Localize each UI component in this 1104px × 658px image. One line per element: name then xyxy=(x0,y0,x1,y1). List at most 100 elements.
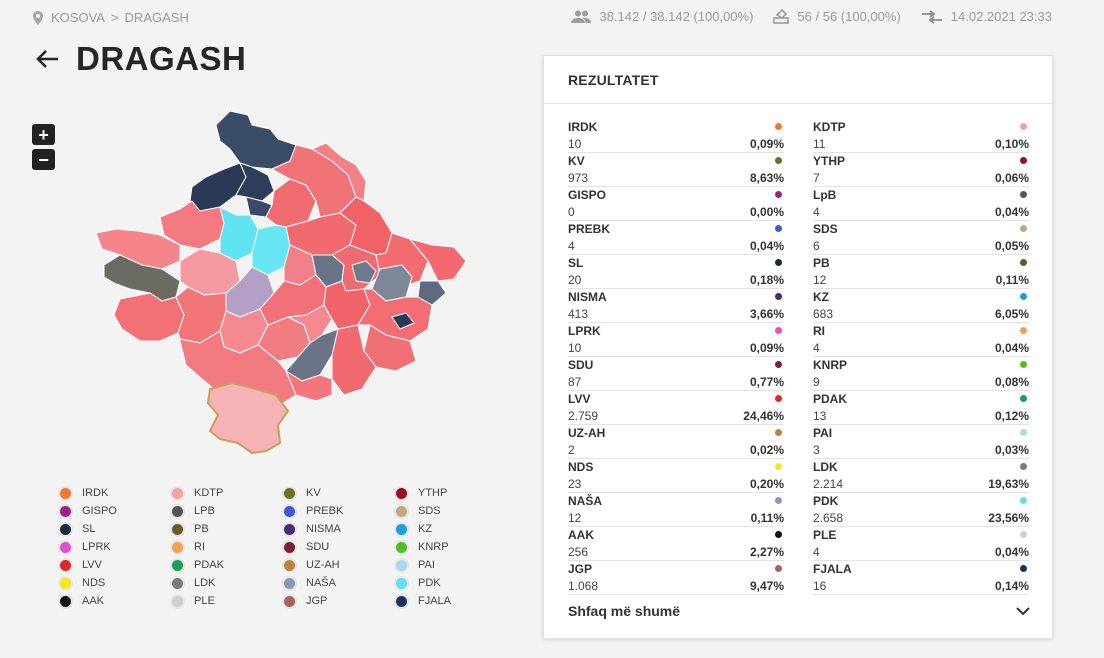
updated-stat: 14.02.2021 23:33 xyxy=(921,9,1052,24)
party-result-row: LVV 2.759 24,46% xyxy=(568,391,784,425)
legend-label: SDS xyxy=(418,505,441,517)
legend-item: UZ-AH xyxy=(284,556,396,574)
legend-color-dot xyxy=(172,541,183,553)
legend-label: FJALA xyxy=(418,595,452,607)
legend-label: KNRP xyxy=(418,541,449,553)
show-more-button[interactable]: Shfaq më shumë xyxy=(568,600,1030,622)
sync-arrows-icon xyxy=(921,9,942,24)
party-color-dot xyxy=(1020,327,1027,334)
kosovo-municipality-map[interactable] xyxy=(80,105,480,465)
map-region-shtime[interactable] xyxy=(287,304,333,344)
map-region-kacanik[interactable] xyxy=(331,324,377,396)
map-region-dragash[interactable] xyxy=(207,382,289,454)
legend-label: KV xyxy=(306,487,321,499)
party-votes: 1.068 xyxy=(568,579,599,593)
party-name: YTHP xyxy=(813,154,846,168)
party-result-row: SDU 87 0,77% xyxy=(568,357,784,391)
party-percentage: 9,47% xyxy=(749,579,784,593)
map-region-elez-han[interactable] xyxy=(285,370,333,402)
ballot-box-icon xyxy=(773,9,790,24)
back-button[interactable] xyxy=(32,44,62,74)
legend-item: PAI xyxy=(396,556,508,574)
map-region-kllokot[interactable] xyxy=(417,280,447,306)
party-result-row: IRDK 10 0,09% xyxy=(568,119,784,153)
party-name: SL xyxy=(568,256,584,270)
legend-color-dot xyxy=(396,505,407,517)
party-color-dot xyxy=(775,497,782,504)
party-name: LVV xyxy=(568,392,591,406)
map-region-drenas[interactable] xyxy=(219,206,259,262)
legend-item: KNRP xyxy=(396,538,508,556)
party-name: NAŠA xyxy=(568,494,603,508)
legend-label: PLE xyxy=(194,595,215,607)
party-percentage: 6,05% xyxy=(994,307,1029,321)
party-name: JGP xyxy=(568,562,593,576)
legend-label: LPB xyxy=(194,505,215,517)
party-name: KNRP xyxy=(813,358,848,372)
legend-item: SDS xyxy=(396,502,508,520)
legend-color-dot xyxy=(60,577,71,589)
party-name: LDK xyxy=(813,460,838,474)
map-region-novoberde-enclave[interactable] xyxy=(351,260,377,284)
legend-item: PREBK xyxy=(284,502,396,520)
location-pin-icon xyxy=(33,10,43,25)
legend-color-dot xyxy=(172,505,183,517)
legend-label: UZ-AH xyxy=(306,559,340,571)
map-region-east-tail[interactable] xyxy=(409,238,467,282)
party-result-row: LpB 4 0,04% xyxy=(813,187,1029,221)
party-percentage: 0,06% xyxy=(994,171,1029,185)
party-votes: 683 xyxy=(813,307,834,321)
party-result-row: PAI 3 0,03% xyxy=(813,425,1029,459)
map-region-prizren[interactable] xyxy=(177,330,297,406)
party-color-dot xyxy=(775,361,782,368)
party-votes: 973 xyxy=(568,171,589,185)
party-votes: 11 xyxy=(813,137,826,151)
party-color-dot xyxy=(1020,191,1027,198)
party-name: PDK xyxy=(813,494,839,508)
party-percentage: 0,04% xyxy=(994,205,1029,219)
party-percentage: 0,18% xyxy=(749,273,784,287)
legend-color-dot xyxy=(60,595,71,607)
legend-item: PDK xyxy=(396,574,508,592)
party-name: NISMA xyxy=(568,290,607,304)
party-color-dot xyxy=(775,565,782,572)
party-name: IRDK xyxy=(568,120,598,134)
party-percentage: 0,11% xyxy=(750,511,784,525)
map-region-partesh[interactable] xyxy=(391,312,415,330)
party-color-dot xyxy=(1020,259,1027,266)
legend-color-dot xyxy=(60,559,71,571)
legend-color-dot xyxy=(60,541,71,553)
party-name: AAK xyxy=(568,528,594,542)
party-color-dot xyxy=(1020,531,1027,538)
party-color-dot xyxy=(775,191,782,198)
map-region-zubin-potok[interactable] xyxy=(189,162,247,212)
legend-label: SDU xyxy=(306,541,330,553)
top-bar: KOSOVA > DRAGASH 38.142 / 38.142 (100,00… xyxy=(0,0,1104,34)
map-region-podujeva-east[interactable] xyxy=(311,142,367,202)
party-votes: 7 xyxy=(813,171,820,185)
party-result-row: NISMA 413 3,66% xyxy=(568,289,784,323)
results-title: REZULTATET xyxy=(544,56,1052,104)
party-percentage: 0,03% xyxy=(994,443,1029,457)
party-percentage: 3,66% xyxy=(749,307,784,321)
party-color-dot xyxy=(1020,157,1027,164)
party-percentage: 0,00% xyxy=(749,205,784,219)
map-region-leposaviq[interactable] xyxy=(215,110,297,170)
breadcrumb-root[interactable]: KOSOVA xyxy=(51,10,105,25)
legend-item: GISPO xyxy=(60,502,172,520)
legend-label: PAI xyxy=(418,559,435,571)
party-color-dot xyxy=(1020,463,1027,470)
party-percentage: 19,63% xyxy=(988,477,1029,491)
legend-color-dot xyxy=(284,541,295,553)
party-color-dot xyxy=(775,259,782,266)
voters-count: 38.142 / 38.142 (100,00%) xyxy=(599,9,754,24)
map-region-decan[interactable] xyxy=(113,292,185,342)
party-percentage: 0,09% xyxy=(749,341,784,355)
legend-item: SDU xyxy=(284,538,396,556)
legend-item: PB xyxy=(172,520,284,538)
legend-label: NISMA xyxy=(306,523,341,535)
zoom-in-button[interactable]: + xyxy=(32,124,55,145)
party-color-dot xyxy=(775,531,782,538)
zoom-out-button[interactable]: − xyxy=(32,149,55,170)
party-color-dot xyxy=(775,293,782,300)
